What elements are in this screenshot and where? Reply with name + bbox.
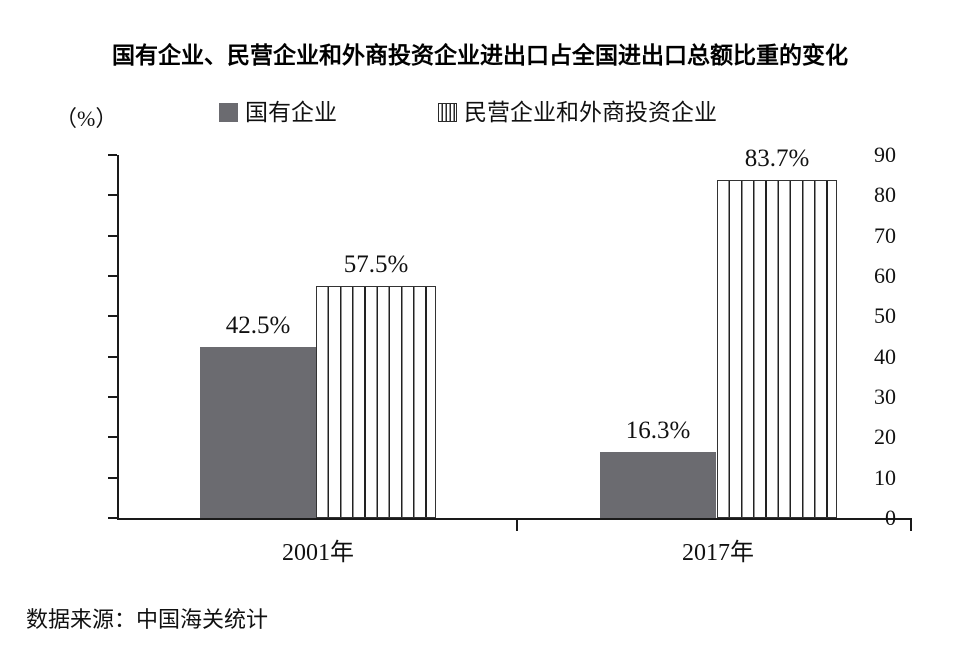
y-axis-tick-label-40: 40 [874,343,896,369]
legend-label-state-owned: 国有企业 [245,100,337,125]
y-axis-tick-90 [108,154,117,156]
legend-swatch-solid-gray-square-icon [219,103,238,122]
y-axis-tick-label-20: 20 [874,424,896,450]
y-axis-tick-60 [108,275,117,277]
y-axis-tick-label-0: 0 [885,505,896,530]
bar-value-2017-state-owned: 16.3% [625,417,691,445]
y-axis-tick-50 [108,315,117,318]
bar-value-2001-private-and-foreign: 57.5% [343,251,409,279]
x-axis-end-tick [910,520,912,531]
y-axis-tick-80 [108,194,117,197]
legend-item-private-and-foreign[interactable]: 民营企业和外商投资企业 [438,101,717,124]
x-axis-line [117,518,912,520]
x-axis-center-tick [516,520,518,531]
chart-title: 国有企业、民营企业和外商投资企业进出口占全国进出口总额比重的变化 [112,43,848,69]
bar-value-2017-private-and-foreign: 83.7% [744,145,810,173]
bar-2001-private-and-foreign[interactable] [316,286,436,518]
legend-item-state-owned[interactable]: 国有企业 [219,101,337,124]
y-axis-tick-label-60: 60 [874,263,896,288]
legend-label-private-and-foreign: 民营企业和外商投资企业 [464,100,717,125]
x-axis-category-label-2001: 2001年 [282,540,354,566]
bar-2017-state-owned[interactable] [600,452,716,518]
y-axis-tick-label-10: 10 [874,464,896,490]
y-axis-tick-label-90: 90 [874,142,896,167]
y-axis-tick-label-80: 80 [874,182,896,208]
bar-value-2001-state-owned: 42.5% [225,311,291,339]
y-axis-tick-30 [108,396,117,398]
y-axis-unit-label: （%） [55,106,118,131]
bar-2001-state-owned[interactable] [200,346,316,518]
y-axis-line [117,155,119,519]
plot-area: 90 80 70 60 50 40 30 20 10 0 42.5% 57.5% 16.3% 83… [108,144,912,565]
y-axis-tick-20 [108,436,117,439]
legend-swatch-vertical-striped-square-icon [438,103,457,122]
y-axis-tick-label-50: 50 [874,303,896,329]
bar-2017-private-and-foreign[interactable] [717,180,837,518]
y-axis-tick-0 [108,517,117,519]
chart-legend: （%） 国有企业 民营企业和外商投资企业 [55,101,905,131]
y-axis-tick-label-30: 30 [874,384,896,409]
y-axis-tick-40 [108,355,117,358]
source-note: 数据来源：中国海关统计 [26,607,269,632]
y-axis-tick-70 [108,234,117,237]
y-axis-tick-label-70: 70 [874,222,896,248]
y-axis-tick-10 [108,476,117,479]
x-axis-category-label-2017: 2017年 [682,540,754,566]
